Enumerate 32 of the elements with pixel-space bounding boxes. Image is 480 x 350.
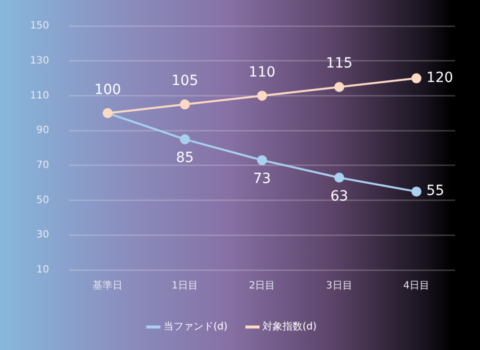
legend-label: 当ファンド(d) [163,320,228,333]
data-label: 110 [248,64,276,80]
x-tick-label: 基準日 [92,280,123,292]
x-tick-label: 1日目 [172,280,198,292]
data-label: 73 [253,170,271,187]
y-tick-label: 50 [36,194,50,206]
y-tick-label: 30 [36,230,50,241]
point [257,155,268,166]
point [334,172,344,183]
data-label: 105 [171,73,198,90]
point [411,73,422,84]
point [334,82,344,92]
data-label: 115 [326,56,353,72]
x-tick-label: 2日目 [248,280,276,292]
data-label: 100 [94,82,122,98]
y-tick-label: 70 [36,160,50,172]
x-tick-label: 4日目 [403,280,430,292]
y-tick-label: 150 [30,20,50,32]
data-label: 55 [426,183,444,200]
legend-label: 対象指数(d) [262,320,317,333]
y-tick-label: 10 [36,264,50,276]
data-label: 63 [330,188,348,204]
y-tick-label: 110 [30,90,50,102]
y-tick-label: 90 [36,125,50,136]
point [180,99,190,110]
point [180,134,190,144]
point [257,90,268,101]
data-label: 120 [426,70,454,86]
point [411,186,422,197]
x-tick-label: 3日目 [326,280,352,292]
y-tick-label: 130 [30,55,50,66]
data-label: 85 [176,150,194,166]
